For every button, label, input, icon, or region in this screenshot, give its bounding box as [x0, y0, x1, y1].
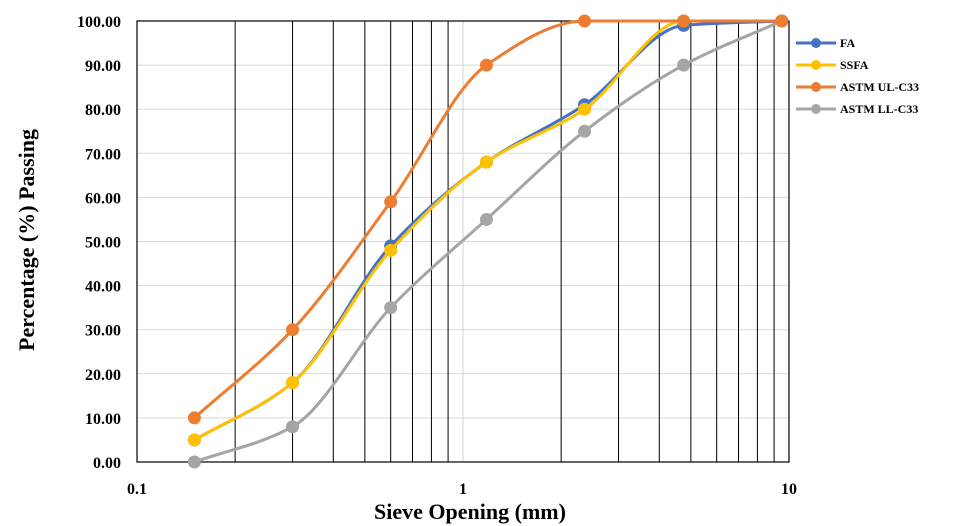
data-point — [384, 243, 398, 257]
series-ssfa — [187, 14, 789, 447]
data-point — [578, 124, 592, 138]
data-point — [578, 14, 592, 28]
series-astm-ll-c33 — [187, 14, 789, 469]
y-tick-label: 70.00 — [85, 146, 121, 163]
data-point — [286, 420, 300, 434]
x-axis-ticks: 0.1 1 10 — [127, 481, 797, 498]
y-tick-label: 10.00 — [85, 411, 121, 428]
data-point — [479, 155, 493, 169]
legend-marker — [811, 38, 821, 48]
y-tick-label: 40.00 — [85, 279, 121, 296]
plot-frame — [136, 20, 790, 463]
y-tick-label: 90.00 — [85, 58, 121, 75]
y-axis-title: Percentage (%) Passing — [14, 129, 39, 351]
y-tick-label: 80.00 — [85, 102, 121, 119]
y-tick-label: 60.00 — [85, 190, 121, 207]
x-tick-label: 10 — [781, 481, 797, 498]
gridlines — [136, 20, 790, 463]
data-point — [384, 195, 398, 209]
data-point — [187, 411, 201, 425]
y-tick-label: 50.00 — [85, 235, 121, 252]
legend-marker — [811, 104, 821, 114]
data-point — [187, 433, 201, 447]
legend-label: ASTM LL-C33 — [840, 102, 918, 116]
x-tick-label: 0.1 — [127, 481, 147, 498]
series-fa — [187, 14, 789, 447]
data-point — [677, 14, 691, 28]
data-point — [775, 14, 789, 28]
legend-label: ASTM UL-C33 — [840, 80, 919, 94]
data-point — [479, 58, 493, 72]
y-axis-ticks: 0.00 10.00 20.00 30.00 40.00 50.00 60.00 70.00 8… — [77, 14, 121, 472]
legend-marker — [811, 82, 821, 92]
data-point — [286, 323, 300, 337]
data-point — [187, 455, 201, 469]
data-point — [677, 58, 691, 72]
series-astm-ul-c33 — [187, 14, 789, 425]
y-tick-label: 0.00 — [93, 455, 121, 472]
legend: FA SSFA ASTM UL-C33 ASTM LL-C33 — [796, 36, 919, 116]
data-point — [578, 102, 592, 116]
series-lines — [187, 14, 789, 469]
data-point — [479, 212, 493, 226]
data-point — [384, 301, 398, 315]
legend-marker — [811, 60, 821, 70]
x-tick-label: 1 — [459, 481, 467, 498]
series-line — [192, 19, 784, 442]
y-tick-label: 100.00 — [77, 14, 121, 31]
y-tick-label: 30.00 — [85, 323, 121, 340]
legend-label: SSFA — [840, 58, 869, 72]
series-line — [192, 19, 784, 442]
data-point — [286, 376, 300, 390]
y-tick-label: 20.00 — [85, 367, 121, 384]
legend-label: FA — [840, 36, 855, 50]
x-axis-title: Sieve Opening (mm) — [374, 499, 566, 524]
